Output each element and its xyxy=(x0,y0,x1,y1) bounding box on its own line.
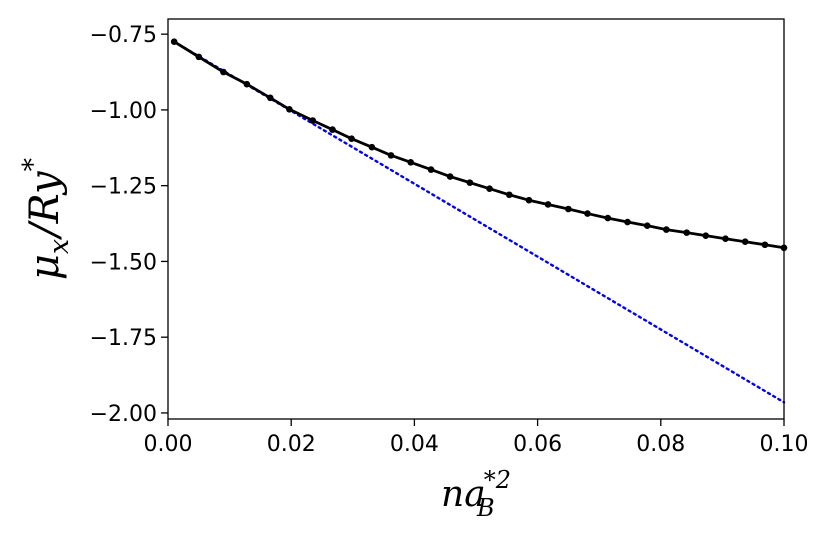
data-point xyxy=(309,117,317,124)
series-layer xyxy=(170,38,788,404)
y-tick-label: −1.00 xyxy=(90,99,157,124)
data-point xyxy=(486,185,493,192)
data-point xyxy=(220,68,227,76)
plot-frame xyxy=(167,18,785,420)
data-point xyxy=(663,226,670,233)
y-tick-label: −1.75 xyxy=(90,326,157,351)
y-label-sup: * xyxy=(18,157,49,171)
series-line-dotted xyxy=(172,40,786,404)
data-point xyxy=(505,191,513,199)
x-tick-label: 0.06 xyxy=(513,432,562,457)
x-axis-label: na*2 B xyxy=(441,466,511,522)
y-tick-label: −2.00 xyxy=(90,402,157,427)
x-tick-label: 0.00 xyxy=(144,432,193,457)
y-tick-label: −1.25 xyxy=(90,175,157,200)
data-point xyxy=(407,159,415,166)
data-point xyxy=(368,143,376,151)
data-point xyxy=(741,238,749,246)
x-axis-ticks: 0.00 0.02 0.04 0.06 0.08 0.10 xyxy=(144,419,809,457)
x-label-sup: *2 xyxy=(484,466,511,494)
data-point xyxy=(702,232,710,239)
x-tick-label: 0.10 xyxy=(760,432,809,457)
y-tick-label: −0.75 xyxy=(90,23,157,48)
data-point xyxy=(446,173,454,180)
data-point xyxy=(348,135,355,142)
y-label-base: Ry xyxy=(22,170,68,224)
data-point xyxy=(565,205,572,213)
data-point xyxy=(195,53,203,61)
data-point xyxy=(683,229,690,236)
data-point xyxy=(466,179,474,186)
data-point xyxy=(286,106,293,113)
data-point xyxy=(266,94,274,102)
y-label-mu: μ xyxy=(22,254,68,280)
data-point xyxy=(387,152,395,159)
data-point xyxy=(427,166,435,173)
data-point xyxy=(243,80,251,88)
data-point xyxy=(624,218,631,226)
plot-area xyxy=(167,18,788,420)
data-point xyxy=(170,38,178,46)
y-label-mu-sub: x xyxy=(44,239,75,254)
data-point xyxy=(643,222,651,229)
x-tick-label: 0.08 xyxy=(636,432,685,457)
data-point xyxy=(544,201,552,208)
x-tick-label: 0.04 xyxy=(390,432,439,457)
y-axis-ticks: −0.75 −1.00 −1.25 −1.50 −1.75 −2.00 xyxy=(90,23,168,427)
data-point xyxy=(722,235,729,242)
data-point xyxy=(584,210,591,217)
y-axis-label: μx/Ry* xyxy=(18,157,75,280)
data-point xyxy=(604,214,612,222)
y-tick-label: −1.50 xyxy=(90,250,157,275)
data-point xyxy=(761,241,769,249)
x-label-sub: B xyxy=(476,494,495,522)
x-tick-label: 0.02 xyxy=(267,432,316,457)
data-point xyxy=(525,196,533,204)
y-label-sep: / xyxy=(22,220,68,241)
x-label-base: na xyxy=(441,474,486,515)
data-point xyxy=(329,126,336,133)
series-line-solid xyxy=(173,40,785,250)
